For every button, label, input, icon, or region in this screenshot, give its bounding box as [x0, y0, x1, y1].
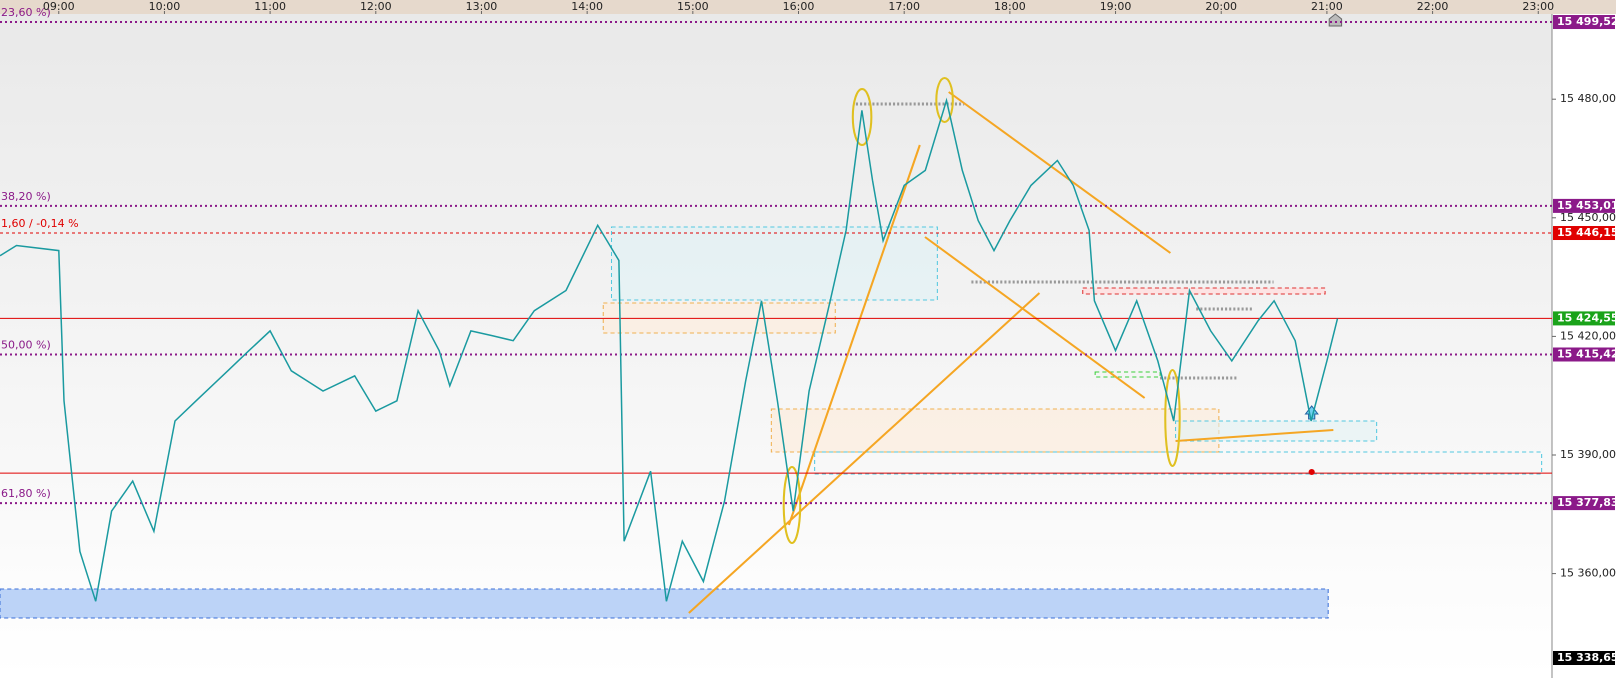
price-tag-label: 15 424,55: [1557, 311, 1616, 324]
price-tag-label: 15 415,42: [1557, 348, 1616, 361]
zone: [1082, 287, 1326, 295]
zone: [770, 408, 1220, 453]
trend-line: [688, 292, 1041, 614]
price-tag: [1553, 226, 1615, 241]
trend-line: [1175, 429, 1334, 442]
price-axis-panel: [1552, 14, 1616, 678]
time-header: [0, 0, 1616, 14]
price-tag-label: 15 446,15: [1557, 226, 1616, 239]
price-tag: [1553, 311, 1615, 326]
price-tag: [1553, 651, 1615, 665]
x-tick-label: 21:00: [1311, 0, 1343, 13]
price-tags: 15 499,52 15 453,01 15 446,15 15 424,55 15 4…: [1553, 15, 1616, 665]
price-tag-label: 15 453,01: [1557, 199, 1616, 212]
zone: [1094, 371, 1161, 378]
level-note: 50,00 %): [1, 339, 51, 352]
x-tick-label: 19:00: [1100, 0, 1132, 13]
plot-background: [0, 14, 1552, 678]
drawings: [0, 13, 1543, 619]
price-tag: [1553, 15, 1615, 30]
zone: [1175, 420, 1378, 442]
y-tick-label: 15 450,00: [1560, 211, 1616, 224]
x-tick-label: 16:00: [783, 0, 815, 13]
alert-dot: [1308, 469, 1315, 475]
zone: [0, 588, 1329, 619]
price-tag: [1553, 347, 1615, 362]
x-tick-label: 14:00: [571, 0, 603, 13]
y-tick-label: 15 480,00: [1560, 92, 1616, 105]
y-tick-label: 15 420,00: [1560, 329, 1616, 342]
dotted-levels: [855, 102, 1274, 380]
x-tick-label: 22:00: [1417, 0, 1449, 13]
home-icon[interactable]: [1328, 13, 1343, 27]
y-tick-label: 15 390,00: [1560, 448, 1616, 461]
x-tick-label: 09:00: [43, 0, 75, 13]
trade-arrow[interactable]: [1304, 405, 1319, 420]
trend-line: [924, 236, 1146, 399]
highlight-ellipse: [851, 88, 873, 146]
price-tag: [1553, 198, 1615, 213]
price-tag: [1553, 496, 1615, 511]
price-tag-label: 15 377,83: [1557, 496, 1616, 509]
levels: 23,60 %) 38,20 %) 1,60 / -0,14 % 50,00 %) 61…: [0, 6, 1552, 505]
x-tick-label: 11:00: [254, 0, 286, 13]
level-note: 23,60 %): [1, 6, 51, 19]
trend-line: [787, 144, 921, 526]
highlight-ellipse: [782, 466, 802, 544]
x-tick-label: 12:00: [360, 0, 392, 13]
x-tick-label: 23:00: [1522, 0, 1554, 13]
x-tick-label: 17:00: [888, 0, 920, 13]
x-tick-label: 15:00: [677, 0, 709, 13]
highlight-ellipse: [1164, 369, 1181, 467]
level-note: 1,60 / -0,14 %: [1, 217, 79, 230]
level-note: 38,20 %): [1, 190, 51, 203]
highlights: [782, 77, 1181, 544]
level-note: 61,80 %): [1, 487, 51, 500]
trend-lines: [688, 91, 1334, 614]
y-tick-label: 15 360,00: [1560, 567, 1616, 580]
trend-line: [948, 91, 1172, 254]
x-tick-label: 18:00: [994, 0, 1026, 13]
x-tick-label: 13:00: [466, 0, 498, 13]
highlight-ellipse: [935, 77, 954, 123]
price-series: [0, 97, 1339, 602]
x-tick-label: 10:00: [149, 0, 181, 13]
price-line: [0, 97, 1339, 602]
price-tag-label: 15 499,52: [1557, 15, 1616, 28]
price-tag-label: 15 338,65: [1557, 651, 1616, 664]
x-tick-label: 20:00: [1205, 0, 1237, 13]
